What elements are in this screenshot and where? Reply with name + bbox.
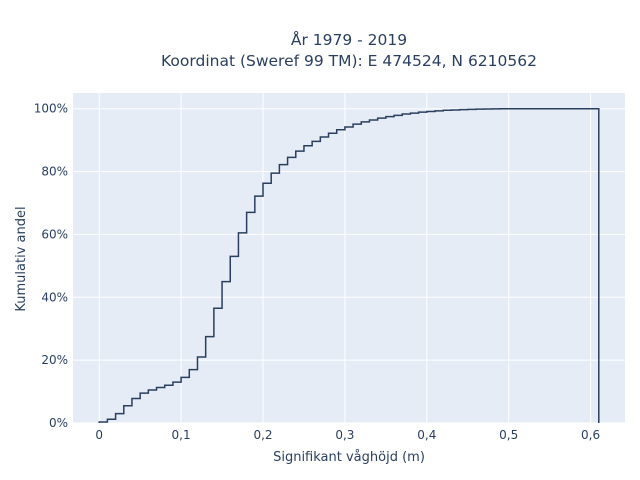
x-tick-label: 0,6 xyxy=(581,428,600,442)
x-axis-label: Signifikant våghöjd (m) xyxy=(273,450,425,465)
chart-title: År 1979 - 2019 xyxy=(291,30,407,49)
y-tick-label: 20% xyxy=(41,353,68,367)
y-tick-label: 60% xyxy=(41,227,68,241)
ecdf-step-line xyxy=(98,107,600,423)
x-tick-label: 0,5 xyxy=(499,428,518,442)
y-tick-label: 80% xyxy=(41,165,68,179)
y-tick-label: 100% xyxy=(34,102,68,116)
y-axis-label: Kumulativ andel xyxy=(14,206,29,311)
x-tick-label: 0 xyxy=(95,428,103,442)
y-tick-label: 40% xyxy=(41,290,68,304)
x-tick-label: 0,2 xyxy=(253,428,272,442)
plot-area xyxy=(73,93,625,423)
x-tick-label: 0,1 xyxy=(172,428,191,442)
x-tick-label: 0,3 xyxy=(335,428,354,442)
y-tick-label: 0% xyxy=(49,416,68,430)
chart-subtitle: Koordinat (Sweref 99 TM): E 474524, N 62… xyxy=(161,52,537,70)
x-tick-label: 0,4 xyxy=(417,428,436,442)
tick-labels: 0 0,1 0,2 0,3 0,4 0,5 0,6 0% 20% 40% 60% 80% 100% xyxy=(34,102,600,442)
